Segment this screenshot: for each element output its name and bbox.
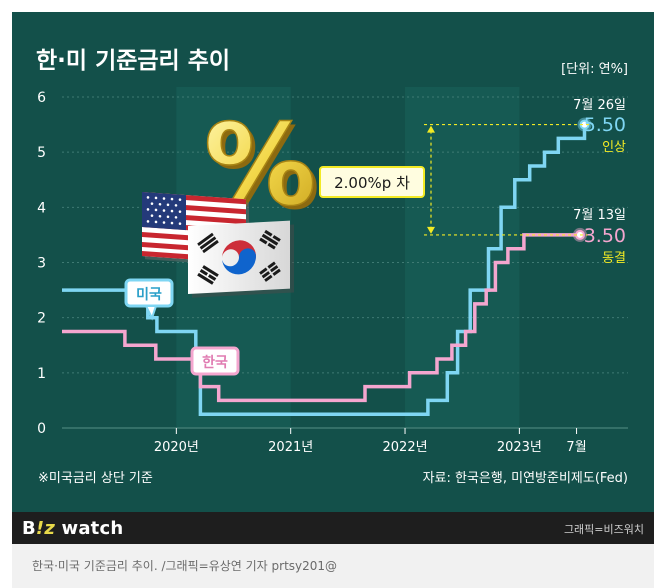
gap-annotation: 2.00%p 차 [319, 123, 590, 236]
us-series-label: 미국 [124, 278, 174, 321]
x-tick-label: 7월 [566, 440, 586, 455]
source-label: 자료: 한국은행, 미연방준비제도(Fed) [423, 470, 628, 486]
y-tick-label: 2 [37, 311, 46, 327]
us-rate-line [62, 124, 587, 416]
unit-label: [단위: 연%] [561, 62, 628, 77]
rate-chart: 0 1 2 3 4 5 6 2020년 2021년 2022년 2023년 7월 한·미 기준금리 … [36, 48, 628, 486]
us-rate-label: 5.50 [584, 114, 626, 136]
chart-panel: 0 1 2 3 4 5 6 2020년 2021년 2022년 2023년 7월 한·미 기준금리 … [12, 12, 654, 512]
chart-title: 한·미 기준금리 추이 [36, 48, 230, 74]
y-tick-label: 0 [37, 421, 46, 437]
us-status-label: 인상 [602, 140, 626, 155]
y-tick-label: 5 [37, 145, 46, 161]
y-tick-label: 4 [37, 200, 46, 216]
gap-label-box [319, 166, 425, 198]
kr-status-label: 동결 [602, 251, 626, 266]
us-date-label: 7월 26일 [573, 98, 626, 113]
x-tick-label: 2022년 [383, 440, 428, 455]
kr-series-name: 한국 [202, 355, 228, 371]
percent-icon: % % [203, 100, 320, 235]
footnote: ※미국금리 상단 기준 [38, 471, 153, 486]
x-tick-label: 2021년 [268, 440, 313, 455]
kr-rate-label: 3.50 [584, 225, 626, 247]
x-tick-label: 2023년 [497, 440, 542, 455]
year-band [405, 87, 520, 428]
footer-bar: B!z watch 그래픽=비즈워치 [12, 512, 654, 544]
image-caption: 한국·미국 기준금리 추이. /그래픽=유상연 기자 prtsy201@ [12, 544, 654, 588]
y-tick-label: 6 [37, 90, 46, 106]
bizwatch-logo: B!z watch [22, 518, 124, 539]
x-tick-label: 2020년 [154, 440, 199, 455]
gap-label: 2.00%p 차 [334, 174, 410, 192]
kr-series-label: 한국 [190, 346, 240, 376]
y-tick-label: 3 [37, 256, 46, 272]
graphic-credit: 그래픽=비즈워치 [563, 523, 644, 536]
kr-date-label: 7월 13일 [573, 208, 626, 223]
us-series-name: 미국 [136, 287, 162, 303]
korea-flag-icon [188, 220, 294, 298]
y-tick-label: 1 [37, 366, 46, 382]
